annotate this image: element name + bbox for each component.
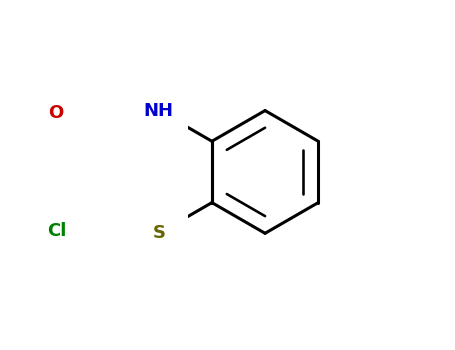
Text: O: O	[49, 104, 64, 122]
Text: Cl: Cl	[47, 222, 66, 240]
Text: NH: NH	[144, 102, 174, 120]
Text: S: S	[152, 224, 165, 242]
